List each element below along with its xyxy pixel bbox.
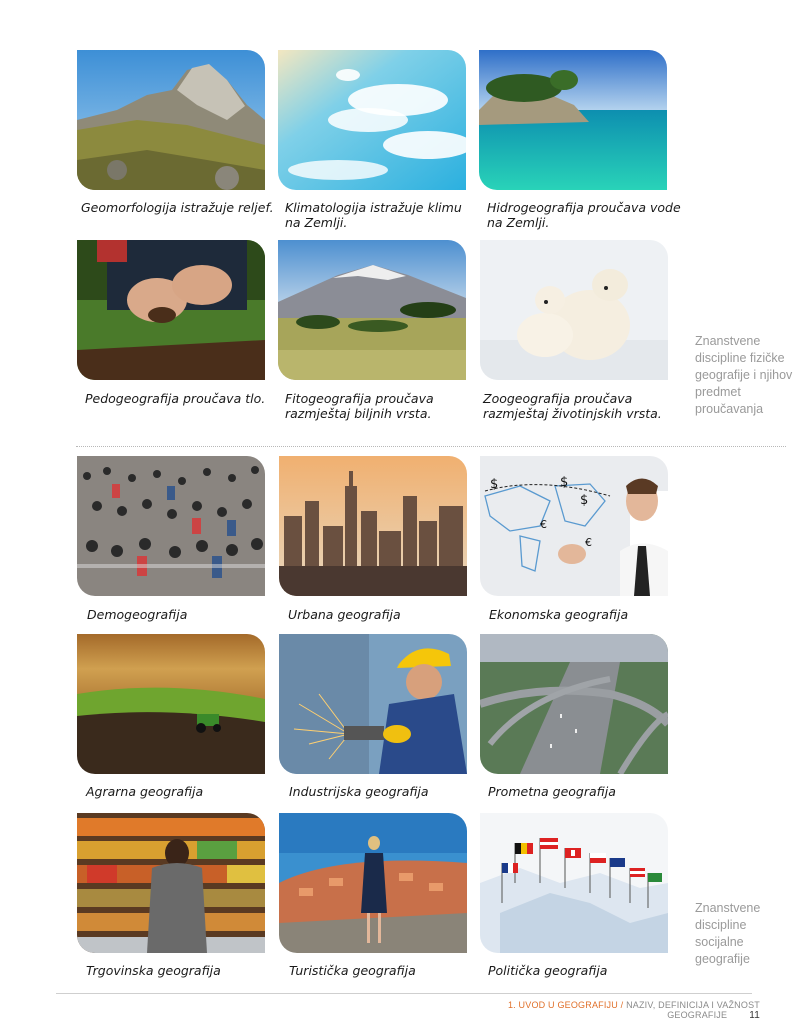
section-divider — [76, 446, 786, 447]
photo-hydrogeography-island-sea — [479, 50, 667, 190]
dollar-icon: $ — [490, 477, 498, 492]
caption-industrial-geography: Industrijska geografija — [289, 784, 429, 799]
photo-climatology-sky — [278, 50, 466, 190]
footer-chapter: 1. UVOD U GEOGRAFIJU — [507, 1000, 618, 1010]
dollar-icon: $ — [560, 475, 568, 490]
photo-urban-geography-skyline — [279, 456, 467, 596]
caption-phytogeography: Fitogeografija proučava razmještaj biljn… — [285, 391, 434, 421]
photo-phytogeography-savanna — [278, 240, 466, 380]
caption-hydrogeography: Hidrogeografija proučava vode na Zemlji. — [487, 200, 681, 230]
photo-pedogeography-hands-soil — [77, 240, 265, 380]
caption-agrarian-geography: Agrarna geografija — [86, 784, 204, 799]
photo-zoogeography-polar-bears — [480, 240, 668, 380]
caption-tourism-geography: Turistička geografija — [289, 963, 416, 978]
caption-demogeography: Demogeografija — [87, 607, 188, 622]
photo-transport-geography-highway — [480, 634, 668, 774]
side-note-physical-geography: Znanstvene discipline fizičke geografije… — [695, 334, 793, 416]
caption-trade-geography: Trgovinska geografija — [86, 963, 221, 978]
caption-climatology: Klimatologija istražuje klimu na Zemlji. — [285, 200, 462, 230]
caption-zoogeography: Zoogeografija proučava razmještaj životi… — [483, 391, 662, 421]
photo-trade-geography-market-shelves — [77, 813, 265, 953]
footer-section: NAZIV, DEFINICIJA I VAŽNOST GEOGRAFIJE — [626, 1000, 760, 1020]
photo-geomorphology-rocky-hill — [77, 50, 265, 190]
photo-demogeography-crowd — [77, 456, 265, 596]
dollar-icon: $ — [580, 493, 588, 508]
footer-rule — [56, 993, 752, 994]
caption-geomorphology: Geomorfologija istražuje reljef. — [81, 200, 274, 215]
photo-industrial-geography-worker-sparks — [279, 634, 467, 774]
euro-icon: € — [540, 518, 547, 531]
euro-icon: € — [585, 536, 592, 549]
caption-economic-geography: Ekonomska geografija — [489, 607, 629, 622]
photo-economic-geography-map-man: $ $ $ € € — [480, 456, 668, 596]
caption-pedogeography: Pedogeografija proučava tlo. — [85, 391, 266, 406]
caption-urban-geography: Urbana geografija — [288, 607, 401, 622]
footer-separator: / — [617, 1000, 627, 1010]
page-footer: 1. UVOD U GEOGRAFIJU / NAZIV, DEFINICIJA… — [420, 1000, 760, 1021]
caption-transport-geography: Prometna geografija — [488, 784, 616, 799]
side-note-social-geography: Znanstvene discipline socijalne geografi… — [695, 901, 761, 966]
page-number: 11 — [749, 1010, 760, 1021]
photo-agrarian-geography-field-tractor — [77, 634, 265, 774]
caption-political-geography: Politička geografija — [488, 963, 608, 978]
photo-political-geography-flags-map — [480, 813, 668, 953]
photo-tourism-geography-dubrovnik — [279, 813, 467, 953]
